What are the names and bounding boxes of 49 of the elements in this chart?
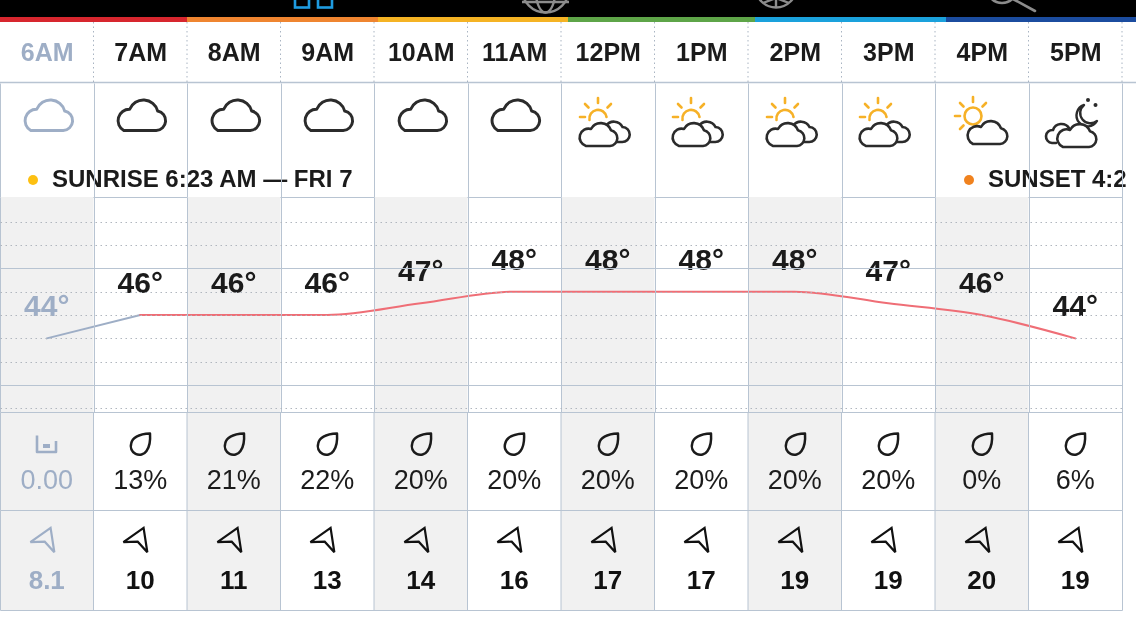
data-label: 13 xyxy=(312,565,342,595)
data-label: 16 xyxy=(499,565,529,595)
data-label: 48° xyxy=(772,242,818,276)
text: 20% xyxy=(674,465,729,495)
text: 20% xyxy=(580,465,635,495)
data-label: 17 xyxy=(593,565,623,595)
data-label: 19 xyxy=(780,565,810,595)
x-tick-label: 11AM xyxy=(482,37,548,66)
data-label: 14 xyxy=(406,565,436,595)
x-tick-label: 12PM xyxy=(575,37,641,66)
data-label: 48° xyxy=(585,242,631,276)
text: SUNRISE 6:23 AM — FRI 7 xyxy=(52,165,353,192)
data-label: 8.1 xyxy=(28,565,65,595)
data-label: 44° xyxy=(24,289,70,323)
data-label: 48° xyxy=(491,242,537,276)
x-tick-label: 2PM xyxy=(769,37,821,66)
data-label: 46° xyxy=(304,266,350,300)
data-label: 20 xyxy=(967,565,997,595)
data-label: 46° xyxy=(117,266,163,300)
data-label: 19 xyxy=(873,565,903,595)
data-label: 44° xyxy=(1052,289,1098,323)
text: 0% xyxy=(962,465,1002,495)
x-tick-label: 1PM xyxy=(676,37,728,66)
data-label: 47° xyxy=(865,254,911,288)
text: 22% xyxy=(300,465,355,495)
x-tick-label: 4PM xyxy=(956,37,1008,66)
text: 20% xyxy=(487,465,542,495)
x-tick-label: 9AM xyxy=(301,37,355,66)
text: 20% xyxy=(393,465,448,495)
data-label: 17 xyxy=(686,565,716,595)
data-label: 47° xyxy=(398,254,444,288)
text: 0.00 xyxy=(20,465,74,495)
x-tick-label: 5PM xyxy=(1050,37,1102,66)
x-tick-label: 6AM xyxy=(20,37,74,66)
text: 6% xyxy=(1055,465,1095,495)
x-tick-label: 10AM xyxy=(387,37,455,66)
data-label: 48° xyxy=(678,242,724,276)
text: 20% xyxy=(767,465,822,495)
text: 13% xyxy=(113,465,168,495)
text: 21% xyxy=(206,465,261,495)
data-label: 10 xyxy=(125,565,155,595)
data-label: 11 xyxy=(220,565,248,595)
data-label: 46° xyxy=(211,266,257,300)
x-tick-label: 7AM xyxy=(114,37,168,66)
x-tick-label: 3PM xyxy=(863,37,915,66)
x-tick-label: 8AM xyxy=(207,37,261,66)
text: 20% xyxy=(861,465,916,495)
data-label: 19 xyxy=(1060,565,1090,595)
data-label: 46° xyxy=(959,266,1005,300)
